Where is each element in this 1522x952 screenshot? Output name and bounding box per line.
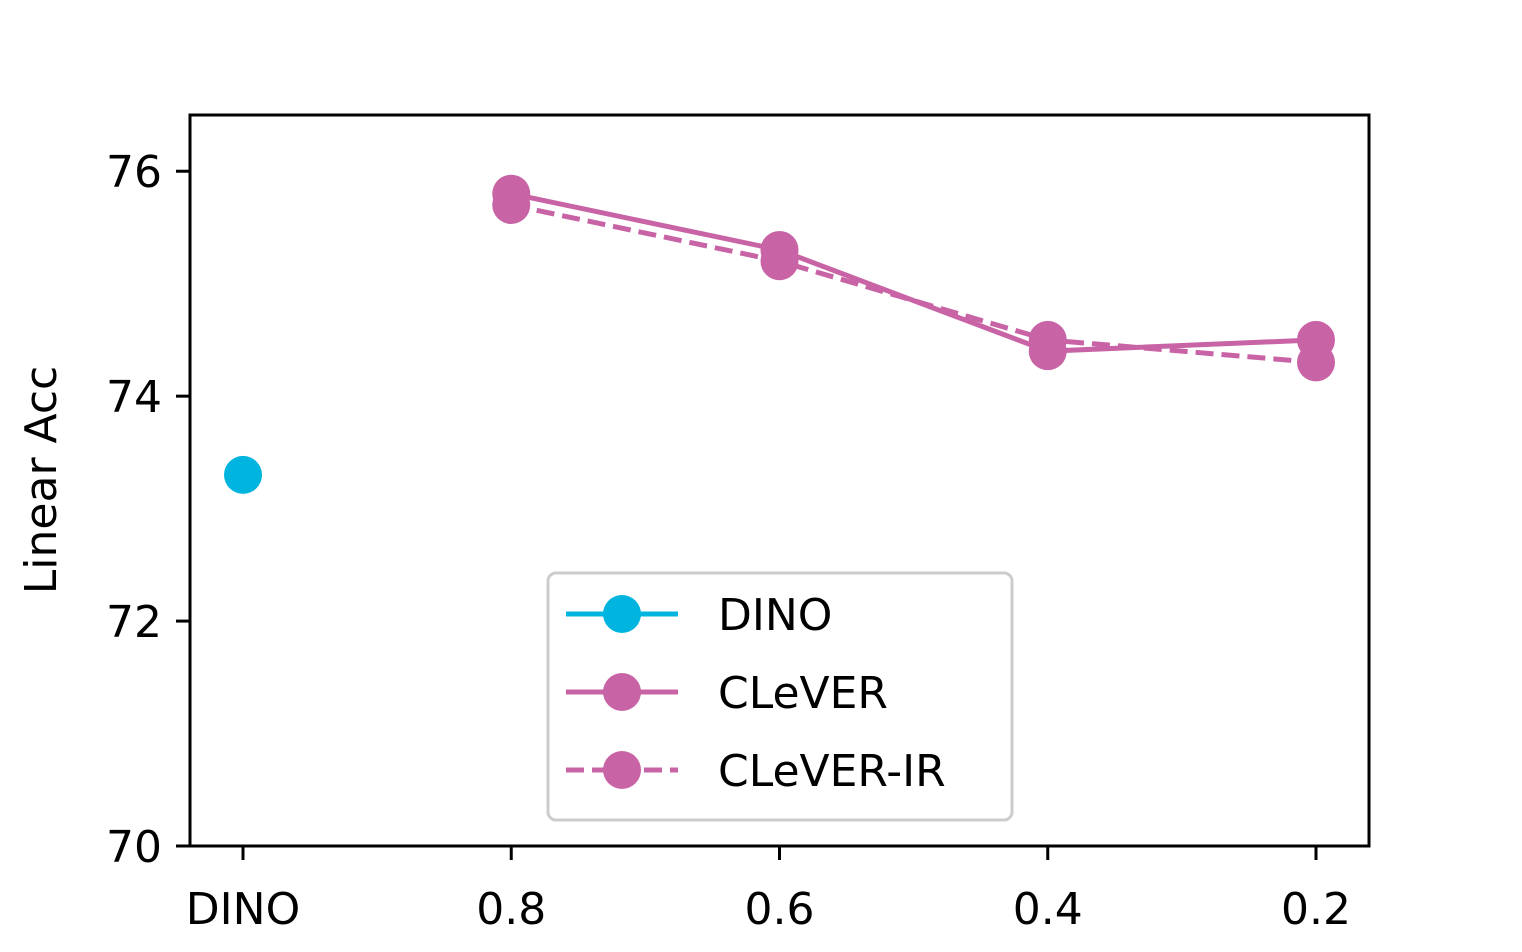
- data-point-clever-ir: [1028, 320, 1067, 359]
- legend-entry-dino: DINO: [566, 590, 832, 641]
- y-axis: 70 72 74 76: [106, 147, 190, 873]
- x-axis: DINO 0.8 0.6 0.4 0.2: [186, 846, 1351, 935]
- x-tick-label: DINO: [186, 884, 300, 935]
- legend-items: DINO CLeVER CLeVER-IR: [566, 590, 946, 797]
- series-dino: [224, 455, 262, 494]
- data-point-clever-ir: [760, 242, 799, 281]
- y-axis-label: Linear Acc: [16, 366, 67, 594]
- series-line-clever: [510, 191, 1317, 354]
- legend-marker-clever-ir: [603, 751, 641, 789]
- x-tick-label: 0.4: [1013, 884, 1083, 935]
- data-point-clever-ir: [492, 185, 531, 224]
- legend-label-clever: CLeVER: [718, 668, 888, 719]
- x-tick-label: 0.8: [476, 884, 546, 935]
- x-tick-label: 0.6: [745, 884, 815, 935]
- y-tick-label: 76: [106, 147, 162, 198]
- x-tick-label: 0.2: [1281, 884, 1351, 935]
- legend-marker-clever: [603, 673, 641, 711]
- legend-entry-clever: CLeVER: [566, 668, 888, 719]
- data-point-dino: [224, 455, 262, 494]
- series-clever-ir: [492, 185, 1335, 382]
- legend-label-dino: DINO: [718, 590, 832, 641]
- legend-box: [546, 571, 1014, 822]
- y-tick-label: 74: [106, 372, 162, 423]
- y-tick-label: 70: [106, 822, 162, 873]
- legend-marker-dino: [603, 595, 641, 633]
- plot-area: [224, 174, 1335, 494]
- legend: DINO CLeVER CLeVER-IR: [546, 571, 1014, 822]
- legend-label-clever-ir: CLeVER-IR: [718, 746, 946, 797]
- y-tick-label: 72: [106, 597, 162, 648]
- series-clever: [492, 174, 1335, 371]
- series-line-clever-ir: [510, 202, 1317, 365]
- legend-entry-clever-ir: CLeVER-IR: [566, 746, 946, 797]
- data-point-clever-ir: [1297, 343, 1335, 382]
